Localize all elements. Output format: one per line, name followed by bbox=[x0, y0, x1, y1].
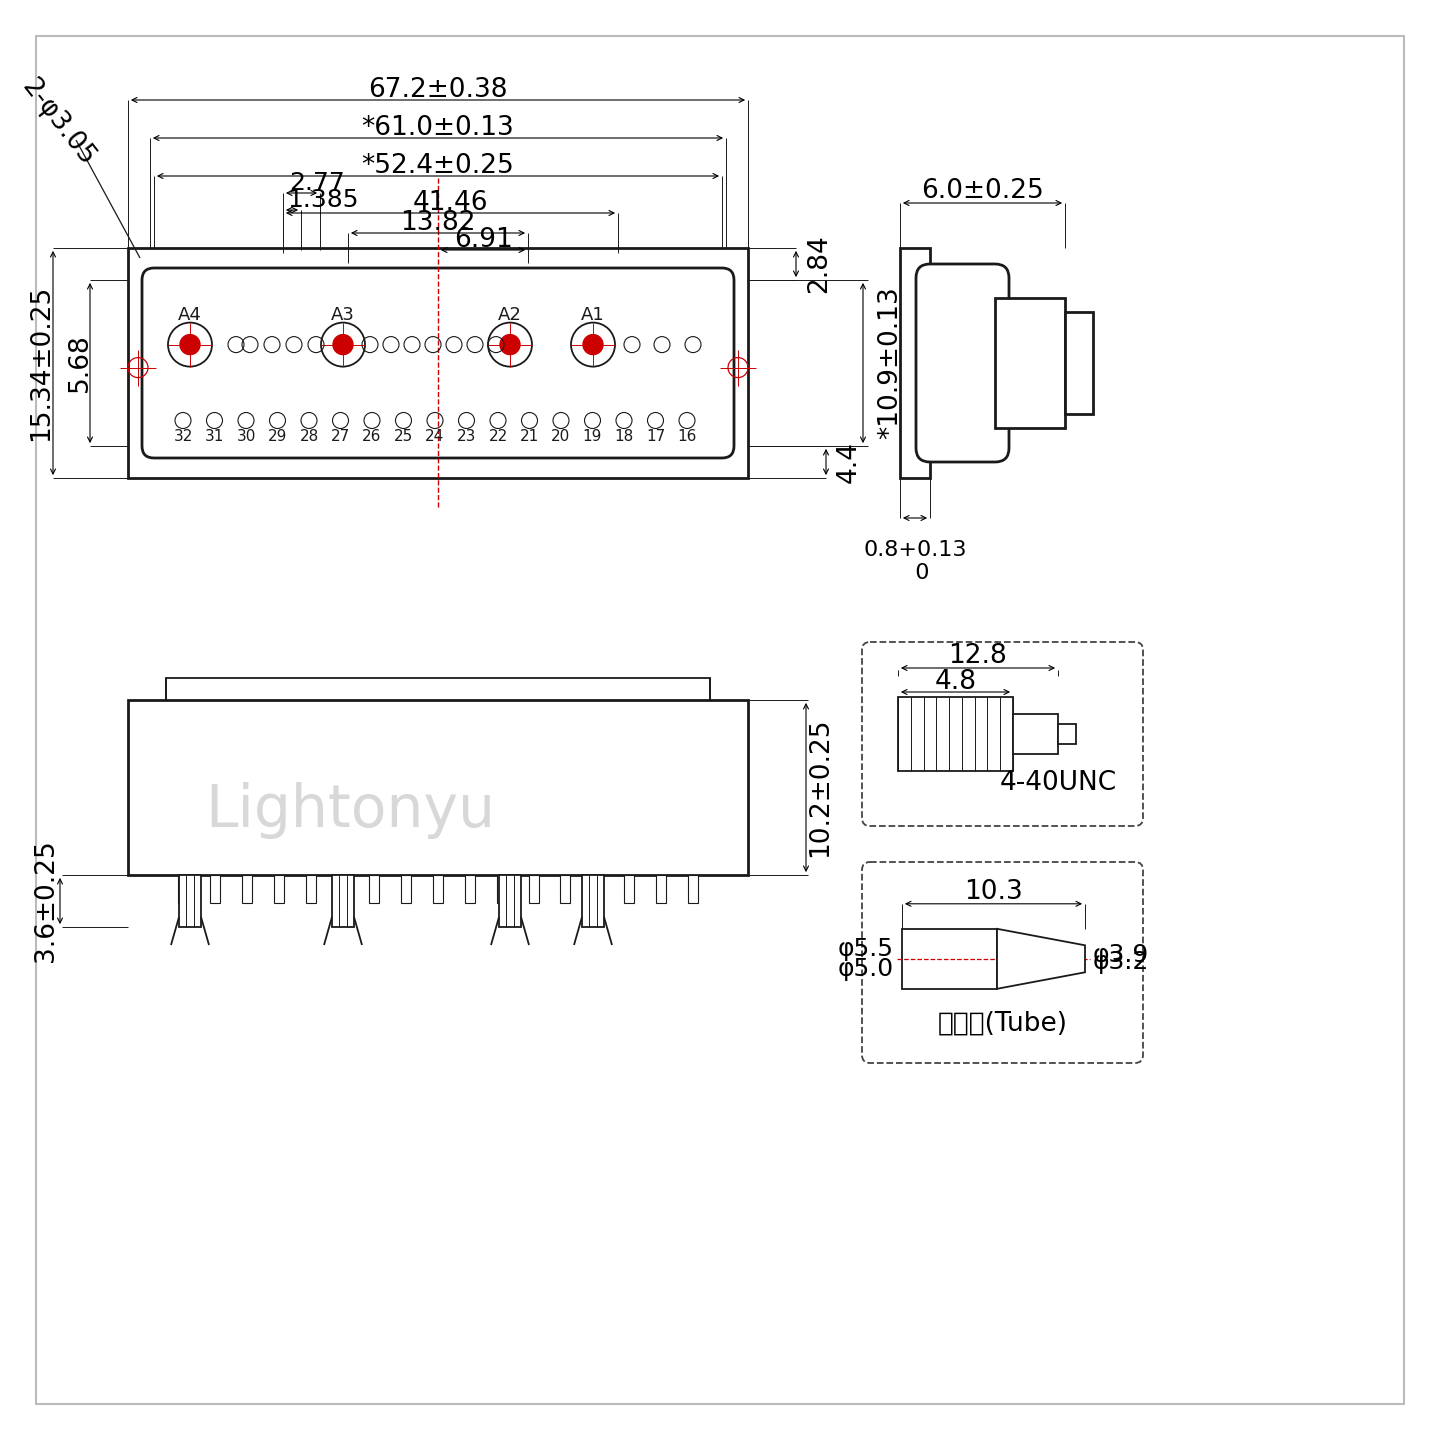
Bar bbox=[128, 248, 747, 478]
Text: 23: 23 bbox=[456, 429, 477, 444]
Text: 17: 17 bbox=[647, 429, 665, 444]
Text: φ5.0: φ5.0 bbox=[838, 956, 894, 981]
Text: 6.91: 6.91 bbox=[454, 228, 513, 253]
Text: 3.6±0.25: 3.6±0.25 bbox=[33, 840, 59, 962]
Text: Lightonyu: Lightonyu bbox=[204, 782, 495, 838]
Text: A1: A1 bbox=[582, 305, 605, 324]
Text: 4.4: 4.4 bbox=[837, 441, 863, 482]
FancyBboxPatch shape bbox=[916, 264, 1009, 462]
Text: *52.4±0.25: *52.4±0.25 bbox=[361, 153, 514, 179]
Bar bbox=[333, 876, 354, 927]
Polygon shape bbox=[996, 929, 1084, 989]
Bar bbox=[688, 876, 698, 903]
Bar bbox=[625, 876, 634, 903]
Text: 27: 27 bbox=[331, 429, 350, 444]
Text: φ3.9: φ3.9 bbox=[1093, 943, 1149, 968]
Bar bbox=[995, 298, 1066, 428]
Text: 6.0±0.25: 6.0±0.25 bbox=[922, 179, 1044, 204]
Text: 28: 28 bbox=[300, 429, 318, 444]
Text: 29: 29 bbox=[268, 429, 287, 444]
Text: φ5.5: φ5.5 bbox=[838, 937, 894, 960]
Circle shape bbox=[333, 334, 353, 354]
Bar bbox=[166, 678, 710, 700]
Text: 30: 30 bbox=[236, 429, 256, 444]
Text: 18: 18 bbox=[615, 429, 634, 444]
Bar bbox=[1066, 312, 1093, 415]
Text: 15.34±0.25: 15.34±0.25 bbox=[27, 285, 55, 441]
Bar bbox=[582, 876, 603, 927]
Text: *10.9±0.13: *10.9±0.13 bbox=[877, 287, 903, 439]
Bar bbox=[369, 876, 379, 903]
Text: A3: A3 bbox=[331, 305, 354, 324]
Text: 31: 31 bbox=[204, 429, 225, 444]
Circle shape bbox=[583, 334, 603, 354]
Bar bbox=[337, 876, 347, 903]
Text: A4: A4 bbox=[179, 305, 202, 324]
Bar bbox=[497, 876, 507, 903]
Bar bbox=[274, 876, 284, 903]
Circle shape bbox=[180, 334, 200, 354]
Bar bbox=[179, 876, 189, 903]
Text: 0.8+0.13
  0: 0.8+0.13 0 bbox=[863, 540, 966, 583]
Text: 21: 21 bbox=[520, 429, 539, 444]
Circle shape bbox=[500, 334, 520, 354]
Text: 67.2±0.38: 67.2±0.38 bbox=[369, 76, 508, 104]
Bar bbox=[465, 876, 475, 903]
Text: 10.2±0.25: 10.2±0.25 bbox=[806, 717, 832, 857]
Text: 16: 16 bbox=[677, 429, 697, 444]
Text: 10.3: 10.3 bbox=[965, 878, 1022, 904]
Bar bbox=[899, 697, 1012, 770]
Text: 屏蔽管(Tube): 屏蔽管(Tube) bbox=[937, 1011, 1067, 1037]
Text: 5.68: 5.68 bbox=[68, 334, 94, 392]
Text: 41.46: 41.46 bbox=[413, 190, 488, 216]
Bar bbox=[128, 700, 747, 876]
Text: φ3.2: φ3.2 bbox=[1093, 950, 1149, 975]
Bar bbox=[402, 876, 412, 903]
Text: A2: A2 bbox=[498, 305, 521, 324]
Text: 2.77: 2.77 bbox=[289, 171, 344, 194]
Text: 24: 24 bbox=[425, 429, 445, 444]
Bar bbox=[500, 876, 521, 927]
Text: 2-φ3.05: 2-φ3.05 bbox=[16, 73, 99, 170]
Bar bbox=[242, 876, 252, 903]
Bar bbox=[433, 876, 444, 903]
Text: 12.8: 12.8 bbox=[949, 644, 1008, 670]
Text: 4-40UNC: 4-40UNC bbox=[999, 770, 1117, 796]
Bar bbox=[560, 876, 570, 903]
Text: *61.0±0.13: *61.0±0.13 bbox=[361, 115, 514, 141]
Text: 25: 25 bbox=[395, 429, 413, 444]
Bar bbox=[657, 876, 667, 903]
Bar bbox=[901, 929, 996, 989]
Text: 19: 19 bbox=[583, 429, 602, 444]
Text: 22: 22 bbox=[488, 429, 508, 444]
Bar bbox=[592, 876, 602, 903]
Bar bbox=[210, 876, 220, 903]
Text: 2.84: 2.84 bbox=[806, 235, 832, 294]
FancyBboxPatch shape bbox=[863, 863, 1143, 1063]
Bar bbox=[305, 876, 315, 903]
Text: 4.8: 4.8 bbox=[935, 670, 976, 696]
Text: 13.82: 13.82 bbox=[400, 210, 475, 236]
FancyBboxPatch shape bbox=[863, 642, 1143, 827]
Text: 32: 32 bbox=[173, 429, 193, 444]
Text: 20: 20 bbox=[552, 429, 570, 444]
Bar bbox=[900, 248, 930, 478]
FancyBboxPatch shape bbox=[143, 268, 734, 458]
Bar bbox=[528, 876, 539, 903]
Text: 26: 26 bbox=[363, 429, 382, 444]
Bar bbox=[1058, 724, 1076, 744]
Text: 1.385: 1.385 bbox=[287, 189, 359, 212]
Bar bbox=[179, 876, 202, 927]
Bar bbox=[1012, 714, 1058, 755]
